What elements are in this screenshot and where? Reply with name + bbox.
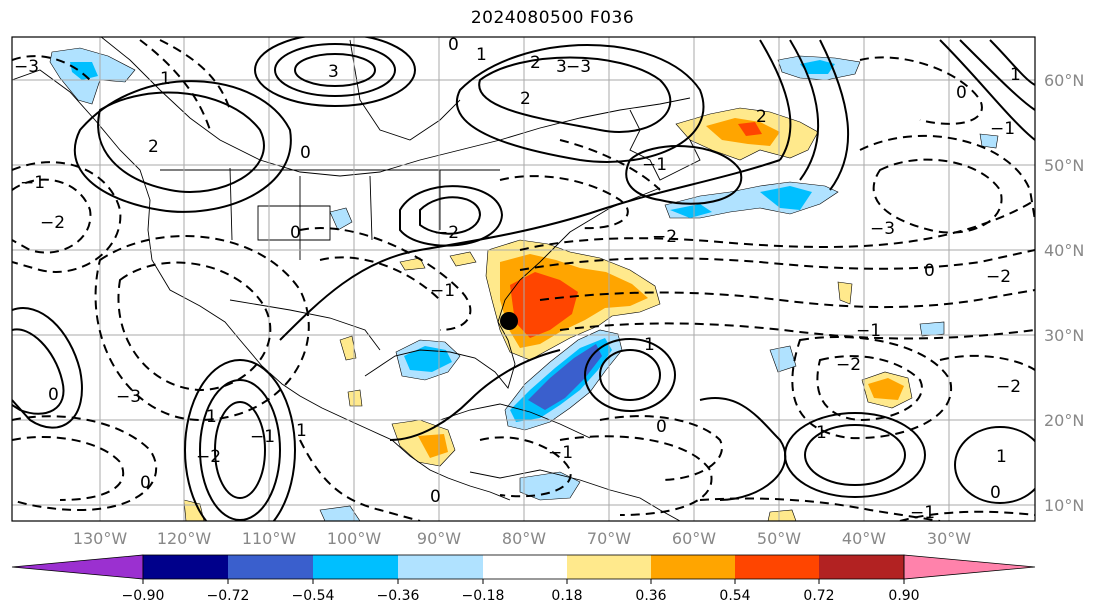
contour-label: −1 — [910, 503, 935, 523]
colorbar-segment — [143, 555, 228, 579]
map-title: 2024080500 F036 — [470, 8, 635, 28]
contour-label: 1 — [996, 447, 1007, 467]
colorbar-segment — [313, 555, 398, 579]
contour-high-north — [274, 43, 396, 97]
contour-label: 2 — [520, 89, 531, 109]
contour-label: 2 — [148, 137, 159, 157]
lon-label: 60°W — [672, 529, 716, 548]
contour-labels: 3 2 1 0 −1 −2 −3 3 2 1 0 −1 −2 −3 1 0 −1… — [14, 35, 1021, 523]
contour-label: 0 — [290, 223, 301, 243]
colorbar-segment — [228, 555, 313, 579]
contour-label: 3 — [328, 62, 339, 82]
contour-label: −1 — [856, 321, 881, 341]
contour-label: 1 — [160, 69, 171, 89]
lon-label: 70°W — [587, 529, 631, 548]
colorbar-tick-label: −0.18 — [462, 588, 505, 604]
longitude-labels: 130°W 120°W 110°W 100°W 90°W 80°W 70°W 6… — [73, 529, 971, 548]
contour-high-atlantic — [599, 349, 661, 401]
lon-label: 100°W — [327, 529, 382, 548]
contour-label: −2 — [836, 355, 861, 375]
lat-label: 20°N — [1044, 411, 1084, 430]
latitude-labels: 60°N 50°N 40°N 30°N 20°N 10°N — [1044, 71, 1084, 515]
colorbar-high-extend — [903, 554, 1036, 580]
contour-label: −3 — [116, 387, 141, 407]
contour-label: 1 — [476, 45, 487, 65]
contour-label: −2 — [652, 227, 677, 247]
contour-high-pacific — [199, 379, 281, 521]
lat-label: 10°N — [1044, 496, 1084, 515]
lon-label: 130°W — [73, 529, 128, 548]
contour-label: 0 — [430, 487, 441, 507]
colorbar-tick-label: −0.36 — [377, 588, 420, 604]
colorbar-segment — [819, 555, 904, 579]
contour-label: −1 — [642, 155, 667, 175]
contour-label: 0 — [300, 143, 311, 163]
colorbar-tick-label: 0.90 — [888, 588, 919, 604]
contour-label: −2 — [40, 213, 65, 233]
contour-label: 0 — [48, 385, 59, 405]
lon-label: 40°W — [842, 529, 886, 548]
colorbar-tick-label: −0.54 — [292, 588, 335, 604]
contour-label: −2 — [434, 223, 459, 243]
contour-label: −1 — [548, 443, 573, 463]
colorbar-segment — [567, 555, 651, 579]
contour-label: −2 — [996, 377, 1021, 397]
contour-label: −2 — [196, 447, 221, 467]
contour-label: −3 — [870, 219, 895, 239]
map-frame — [11, 36, 1036, 522]
contour-label: 0 — [990, 483, 1001, 503]
contour-label: 1 — [1010, 65, 1021, 85]
lon-label: 80°W — [502, 529, 546, 548]
lon-label: 120°W — [157, 529, 212, 548]
lat-label: 50°N — [1044, 156, 1084, 175]
contour-label: 0 — [448, 35, 459, 55]
contour-label: −1 — [430, 281, 455, 301]
contour-label: 0 — [656, 417, 667, 437]
colorbar-tick-label: 0.18 — [551, 588, 582, 604]
storm-center-marker — [500, 312, 518, 330]
contour-label: 0 — [140, 473, 151, 493]
contour-label: 2 — [530, 53, 541, 73]
lat-label: 60°N — [1044, 71, 1084, 90]
contour-label: −1 — [20, 173, 45, 193]
contour-label: 1 — [816, 423, 827, 443]
colorbar: −0.90 −0.72 −0.54 −0.36 −0.18 0.18 0.36 … — [11, 554, 1036, 604]
colorbar-tick-label: −0.72 — [207, 588, 250, 604]
lon-label: 110°W — [242, 529, 297, 548]
colorbar-tick-label: 0.36 — [635, 588, 666, 604]
colorbar-segment — [735, 555, 819, 579]
colorbar-segment — [651, 555, 735, 579]
colorbar-low-extend — [11, 554, 144, 580]
colorbar-segment — [398, 555, 483, 579]
contour-label: 1 — [296, 421, 307, 441]
contour-label: 1 — [644, 335, 655, 355]
colorbar-tick-label: −0.90 — [122, 588, 165, 604]
contour-label: 0 — [956, 83, 967, 103]
lat-label: 40°N — [1044, 241, 1084, 260]
contour-label: −1 — [990, 119, 1015, 139]
lat-label: 30°N — [1044, 326, 1084, 345]
lon-label: 50°W — [757, 529, 801, 548]
contour-label: −3 — [566, 57, 591, 77]
shaded-anomaly-layer — [49, 47, 999, 521]
contour-label: −3 — [14, 57, 39, 77]
contour-label: 0 — [924, 261, 935, 281]
contour-label: 3 — [556, 57, 567, 77]
contour-label: −1 — [250, 427, 275, 447]
lon-label: 90°W — [417, 529, 461, 548]
graticule — [12, 37, 1035, 521]
colorbar-segment — [483, 555, 567, 579]
colorbar-tick-label: 0.72 — [803, 588, 834, 604]
contour-label: 2 — [756, 107, 767, 127]
colorbar-tick-label: 0.54 — [719, 588, 750, 604]
contour-label: 1 — [206, 407, 217, 427]
contour-label: −2 — [986, 267, 1011, 287]
contour-layer — [12, 37, 1035, 521]
lon-label: 30°W — [927, 529, 971, 548]
